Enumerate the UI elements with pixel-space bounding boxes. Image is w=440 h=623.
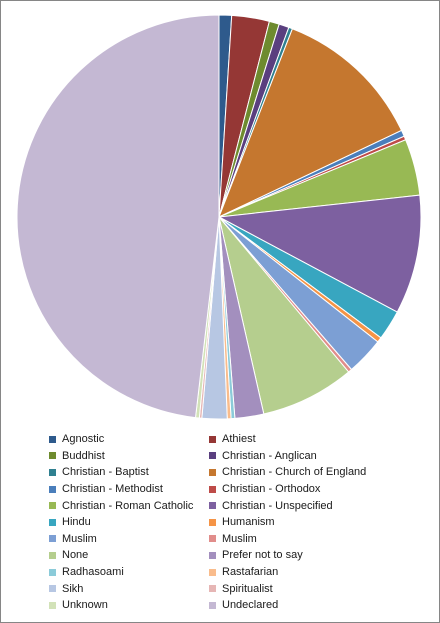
legend-label: Unknown bbox=[62, 599, 108, 612]
legend-label: Humanism bbox=[222, 516, 275, 529]
legend-item: Christian - Orthodox bbox=[209, 481, 399, 498]
legend-label: Hindu bbox=[62, 516, 91, 529]
legend-item: Christian - Roman Catholic bbox=[49, 497, 209, 514]
legend-item: Radhasoami bbox=[49, 564, 209, 581]
legend-label: Christian - Baptist bbox=[62, 466, 149, 479]
legend-swatch bbox=[49, 551, 56, 559]
legend-item: Sikh bbox=[49, 580, 209, 597]
legend-item: Athiest bbox=[209, 431, 399, 448]
legend-item: Muslim bbox=[49, 531, 209, 548]
legend-swatch bbox=[49, 468, 56, 476]
legend-item: Hindu bbox=[49, 514, 209, 531]
legend-label: Christian - Roman Catholic bbox=[62, 499, 194, 512]
legend-swatch bbox=[209, 568, 216, 576]
legend-item: Agnostic bbox=[49, 431, 209, 448]
legend-swatch bbox=[209, 551, 216, 559]
legend-label: Rastafarian bbox=[222, 566, 279, 579]
legend-swatch bbox=[49, 518, 56, 526]
legend-swatch bbox=[209, 468, 216, 476]
legend-label: Muslim bbox=[62, 532, 97, 545]
legend-item: Christian - Baptist bbox=[49, 464, 209, 481]
legend-item: Spiritualist bbox=[209, 580, 399, 597]
legend-swatch bbox=[49, 601, 56, 609]
pie-slice-undeclared-21 bbox=[16, 14, 220, 419]
legend-swatch bbox=[209, 435, 216, 443]
legend-label: Sikh bbox=[62, 582, 84, 595]
legend-item: Buddhist bbox=[49, 448, 209, 465]
legend-swatch bbox=[49, 485, 56, 493]
legend-label: Christian - Orthodox bbox=[222, 483, 321, 496]
legend-swatch bbox=[49, 585, 56, 593]
legend-swatch bbox=[49, 452, 56, 460]
legend-swatch bbox=[49, 568, 56, 576]
legend-item: Christian - Unspecified bbox=[209, 497, 399, 514]
legend-item: None bbox=[49, 547, 209, 564]
legend-swatch bbox=[49, 502, 56, 510]
legend-swatch bbox=[209, 601, 216, 609]
legend-label: Christian - Anglican bbox=[222, 449, 317, 462]
legend-item: Humanism bbox=[209, 514, 399, 531]
legend-item: Unknown bbox=[49, 597, 209, 614]
legend-label: Athiest bbox=[222, 433, 256, 446]
legend-label: None bbox=[62, 549, 89, 562]
legend-label: Prefer not to say bbox=[222, 549, 303, 562]
legend-swatch bbox=[49, 435, 56, 443]
legend-swatch bbox=[209, 485, 216, 493]
pie-slice-christian-church-of-england-5 bbox=[218, 28, 403, 218]
legend-label: Undeclared bbox=[222, 599, 279, 612]
legend-swatch bbox=[209, 502, 216, 510]
legend: Agnostic Athiest Buddhist Christian - Angli… bbox=[49, 431, 399, 614]
legend-item: Prefer not to say bbox=[209, 547, 399, 564]
pie-chart bbox=[16, 14, 422, 420]
legend-label: Radhasoami bbox=[62, 566, 124, 579]
legend-label: Christian - Unspecified bbox=[222, 499, 333, 512]
legend-label: Christian - Methodist bbox=[62, 483, 163, 496]
legend-swatch bbox=[209, 585, 216, 593]
legend-swatch bbox=[209, 535, 216, 543]
legend-item: Undeclared bbox=[209, 597, 399, 614]
legend-swatch bbox=[209, 518, 216, 526]
pie-slice-none-14 bbox=[218, 216, 350, 415]
legend-label: Spiritualist bbox=[222, 582, 273, 595]
legend-swatch bbox=[209, 452, 216, 460]
legend-item: Muslim bbox=[209, 531, 399, 548]
legend-label: Buddhist bbox=[62, 449, 105, 462]
legend-item: Rastafarian bbox=[209, 564, 399, 581]
legend-label: Agnostic bbox=[62, 433, 105, 446]
legend-label: Christian - Church of England bbox=[222, 466, 367, 479]
legend-swatch bbox=[49, 535, 56, 543]
legend-item: Christian - Methodist bbox=[49, 481, 209, 498]
legend-item: Christian - Church of England bbox=[209, 464, 399, 481]
legend-label: Muslim bbox=[222, 532, 257, 545]
legend-item: Christian - Anglican bbox=[209, 448, 399, 465]
pie-slice-christian-unspecified-9 bbox=[217, 194, 422, 313]
